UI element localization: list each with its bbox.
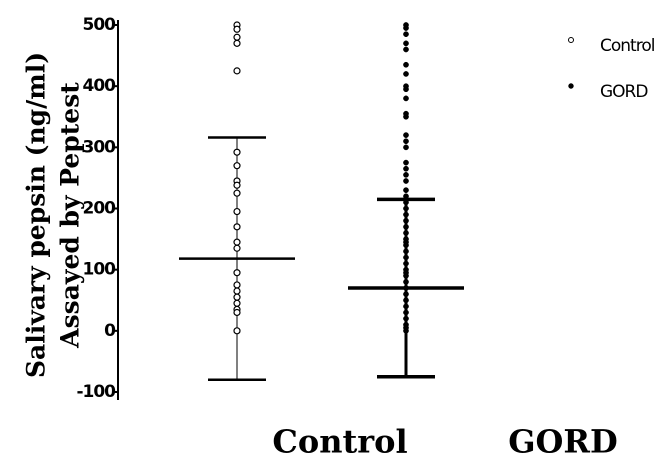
data-point bbox=[403, 165, 409, 172]
data-point bbox=[403, 31, 409, 38]
data-point bbox=[403, 95, 409, 102]
data-point bbox=[403, 40, 409, 47]
data-point bbox=[403, 61, 409, 68]
data-point bbox=[403, 71, 409, 77]
data-point bbox=[403, 285, 409, 291]
data-point bbox=[233, 244, 241, 252]
data-point bbox=[403, 132, 409, 138]
data-point bbox=[233, 67, 241, 75]
data-point bbox=[403, 230, 409, 236]
y-tick-label: 300 bbox=[83, 137, 117, 157]
data-point bbox=[403, 272, 409, 279]
x-tick-label: Control bbox=[272, 423, 407, 461]
data-point bbox=[403, 205, 409, 212]
y-axis-title: Assayed by Peptest bbox=[56, 82, 85, 349]
data-point bbox=[403, 254, 409, 261]
data-point bbox=[403, 315, 409, 322]
data-point bbox=[403, 159, 409, 166]
y-tick-label: 400 bbox=[83, 76, 117, 96]
data-point bbox=[403, 224, 409, 230]
data-point bbox=[403, 297, 409, 304]
data-point bbox=[233, 308, 241, 317]
data-point bbox=[233, 293, 241, 301]
y-tick-label: -100 bbox=[76, 382, 116, 402]
data-point bbox=[233, 148, 241, 156]
data-point bbox=[403, 172, 409, 178]
data-point bbox=[233, 207, 241, 216]
data-point bbox=[233, 181, 241, 189]
data-point bbox=[233, 281, 241, 289]
data-point bbox=[403, 327, 409, 334]
data-point bbox=[403, 193, 409, 200]
data-point bbox=[233, 269, 241, 277]
data-point bbox=[233, 189, 241, 197]
data-point bbox=[233, 25, 241, 33]
data-point bbox=[403, 144, 409, 151]
data-point bbox=[403, 248, 409, 255]
legend-label: GORD bbox=[600, 82, 648, 102]
y-tick-label: 500 bbox=[83, 15, 117, 35]
data-point bbox=[403, 279, 409, 285]
data-point bbox=[403, 242, 409, 249]
data-point bbox=[403, 113, 409, 120]
data-point bbox=[403, 178, 409, 184]
data-point bbox=[233, 39, 241, 47]
data-point bbox=[403, 25, 409, 31]
legend-marker bbox=[568, 83, 574, 89]
data-point bbox=[233, 327, 241, 335]
data-point bbox=[233, 287, 241, 295]
y-tick-label: 100 bbox=[83, 260, 117, 280]
data-point bbox=[403, 86, 409, 93]
data-point bbox=[403, 303, 409, 310]
y-axis-title: Salivary pepsin (ng/ml) bbox=[22, 52, 51, 378]
y-tick-label: 200 bbox=[83, 199, 117, 219]
data-point bbox=[233, 33, 241, 41]
data-point bbox=[233, 299, 241, 307]
x-tick-label: GORD bbox=[508, 423, 618, 461]
data-point bbox=[403, 291, 409, 297]
data-point bbox=[403, 199, 409, 206]
data-point bbox=[403, 217, 409, 224]
data-point bbox=[403, 138, 409, 145]
legend-marker bbox=[568, 37, 574, 43]
y-tick-label: 0 bbox=[104, 321, 116, 341]
data-point bbox=[233, 223, 241, 231]
data-point bbox=[233, 238, 241, 246]
legend-label: Control bbox=[600, 36, 655, 56]
data-point bbox=[403, 211, 409, 218]
data-point bbox=[403, 260, 409, 267]
data-point bbox=[403, 46, 409, 53]
data-point bbox=[403, 309, 409, 316]
data-point bbox=[233, 162, 241, 170]
data-point bbox=[403, 187, 409, 193]
